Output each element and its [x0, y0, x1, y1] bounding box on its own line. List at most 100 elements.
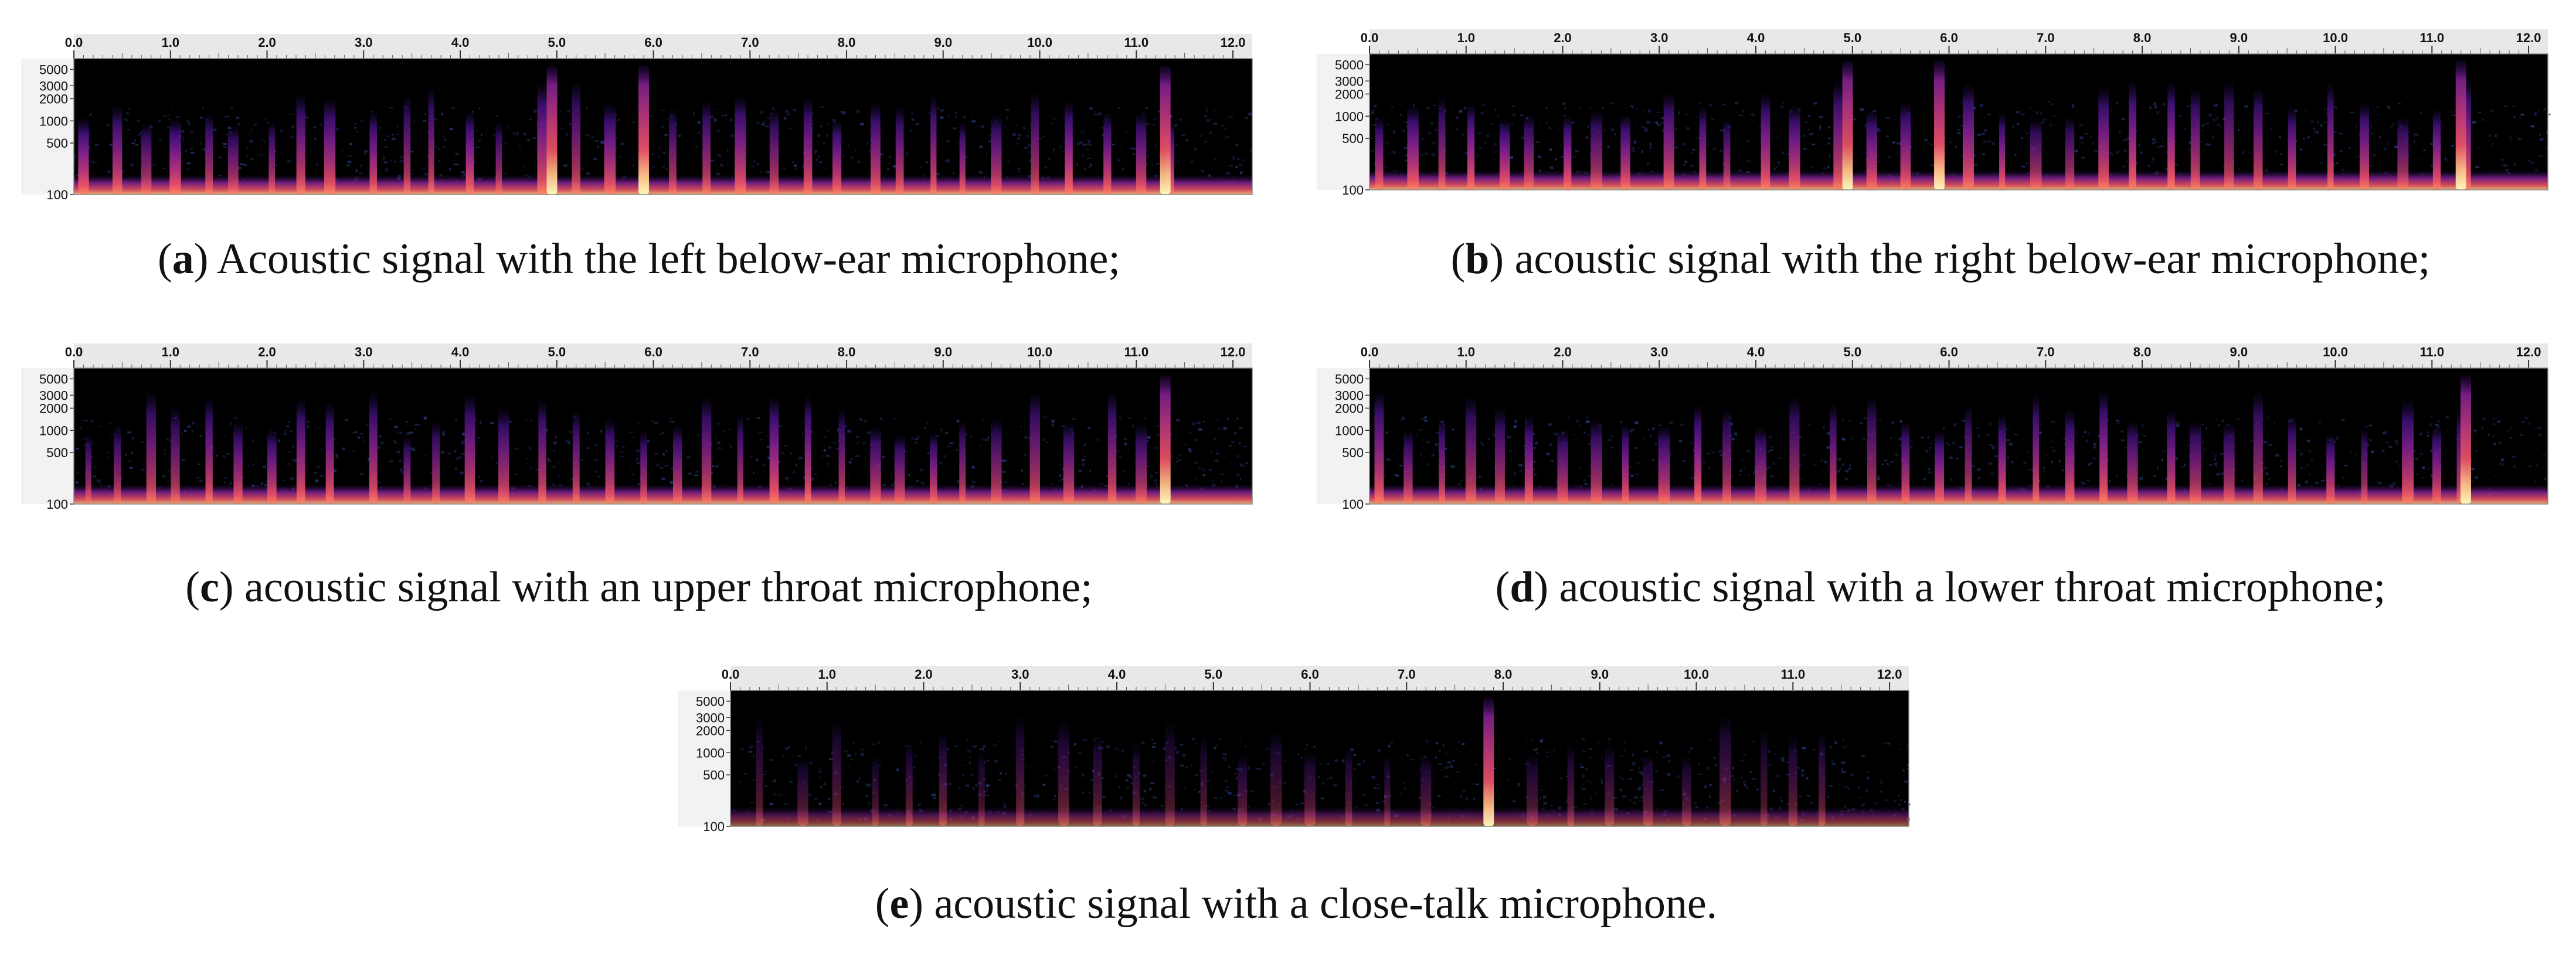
- energy-burst: [1031, 91, 1039, 195]
- time-axis-bar: [74, 343, 1252, 368]
- x-tick-label: 0.0: [1361, 345, 1379, 359]
- caption-letter-b: b: [1465, 235, 1490, 283]
- energy-burst: [403, 435, 411, 504]
- energy-burst: [498, 407, 509, 504]
- energy-burst: [797, 757, 808, 826]
- freq-axis-bar: [678, 690, 730, 826]
- strong-energy-burst: [2460, 375, 2471, 504]
- energy-burst: [1384, 753, 1391, 826]
- x-tick-label: 5.0: [548, 345, 566, 359]
- energy-burst: [894, 434, 905, 504]
- x-tick-label: 2.0: [1554, 345, 1572, 359]
- energy-burst: [1200, 735, 1208, 826]
- energy-burst: [146, 390, 156, 504]
- energy-burst: [959, 121, 966, 195]
- energy-burst: [85, 434, 91, 504]
- y-tick-label: 3000: [39, 79, 68, 93]
- y-tick-label: 100: [703, 819, 725, 834]
- low-frequency-band: [1369, 170, 2548, 190]
- x-tick-label: 10.0: [1027, 35, 1052, 50]
- spectrogram-background: [1369, 54, 2548, 190]
- energy-burst: [1107, 390, 1117, 504]
- energy-burst: [1620, 114, 1630, 190]
- x-tick-label: 6.0: [1301, 667, 1319, 682]
- energy-burst: [1564, 115, 1572, 190]
- x-tick-label: 8.0: [2133, 345, 2152, 359]
- energy-burst: [1900, 100, 1911, 190]
- energy-burst: [2030, 118, 2042, 190]
- energy-burst: [233, 421, 243, 504]
- energy-burst: [2223, 421, 2235, 504]
- energy-burst: [1833, 80, 1843, 190]
- x-tick-label: 0.0: [65, 345, 83, 359]
- x-tick-label: 1.0: [818, 667, 836, 682]
- energy-burst: [325, 401, 334, 504]
- x-tick-label: 2.0: [258, 345, 276, 359]
- energy-burst: [832, 718, 841, 826]
- x-tick-label: 7.0: [741, 345, 759, 359]
- strong-energy-burst: [1160, 65, 1171, 195]
- x-tick-label: 8.0: [2133, 30, 2152, 45]
- y-tick-label: 500: [1342, 131, 1364, 146]
- time-axis-bar: [730, 666, 1909, 690]
- x-tick-label: 5.0: [1204, 667, 1222, 682]
- x-tick-label: 7.0: [2037, 345, 2055, 359]
- x-tick-label: 5.0: [1843, 30, 1861, 45]
- y-tick-label: 100: [46, 188, 68, 202]
- energy-burst: [169, 118, 181, 195]
- energy-burst: [296, 93, 305, 195]
- energy-burst: [1135, 424, 1147, 504]
- energy-burst: [1643, 753, 1653, 826]
- strong-energy-burst: [546, 65, 558, 195]
- x-tick-label: 11.0: [1780, 667, 1805, 682]
- energy-burst: [2190, 87, 2200, 190]
- energy-burst: [905, 740, 913, 826]
- energy-burst: [1407, 105, 1419, 190]
- spectrogram-panel-b: 0.0 1.0 2.0 3.0 4.0 5.0 6.0 7.0 8.0 9.0 10.0 11.0 12…: [1317, 25, 2554, 200]
- plot-frame: [73, 367, 1253, 505]
- x-tick-label: 5.0: [1843, 345, 1861, 359]
- energy-burst: [205, 396, 213, 504]
- energy-burst: [537, 81, 548, 195]
- y-tick-label: 100: [1342, 183, 1364, 198]
- energy-burst: [1591, 418, 1602, 504]
- low-frequency-band: [74, 484, 1252, 504]
- energy-burst: [2288, 106, 2296, 190]
- y-tick-label: 5000: [39, 62, 68, 77]
- y-tick-label: 1000: [1335, 423, 1364, 438]
- energy-burst: [2033, 393, 2040, 504]
- energy-burst: [1103, 112, 1112, 195]
- energy-burst: [1557, 428, 1568, 504]
- energy-burst: [1830, 403, 1837, 504]
- energy-burst: [1658, 424, 1670, 504]
- energy-burst: [1016, 714, 1025, 826]
- energy-burst: [403, 94, 411, 195]
- energy-burst: [2288, 414, 2296, 504]
- x-tick-label: 10.0: [2323, 345, 2348, 359]
- energy-burst: [1063, 421, 1075, 504]
- energy-burst: [605, 417, 615, 504]
- y-tick-label: 500: [46, 136, 68, 151]
- energy-burst: [2432, 108, 2441, 190]
- caption-c: (c) acoustic signal with an upper throat…: [185, 563, 1093, 611]
- spectrogram-a: 0.0 1.0 2.0 3.0 4.0 5.0 6.0 7.0 8.0 9.0 10.0 11.0 12…: [21, 34, 1253, 202]
- energy-burst: [1524, 414, 1533, 504]
- energy-burst: [1789, 104, 1800, 190]
- x-tick-label: 7.0: [741, 35, 759, 50]
- freq-axis-bar: [21, 59, 74, 195]
- energy-burst: [269, 121, 276, 195]
- y-tick-label: 2000: [1335, 87, 1364, 101]
- y-tick-label: 100: [1342, 497, 1364, 512]
- energy-burst: [1467, 103, 1475, 190]
- energy-burst: [1029, 390, 1041, 504]
- energy-burst: [2065, 116, 2075, 190]
- energy-burst: [640, 430, 647, 504]
- caption-d: (d) acoustic signal with a lower throat …: [1495, 563, 2386, 611]
- energy-burst: [2397, 115, 2409, 190]
- energy-burst: [538, 399, 546, 504]
- x-tick-label: 12.0: [1221, 345, 1246, 359]
- energy-burst: [735, 94, 746, 195]
- x-tick-label: 3.0: [355, 35, 373, 50]
- x-tick-label: 6.0: [1940, 345, 1958, 359]
- energy-burst: [1345, 746, 1352, 826]
